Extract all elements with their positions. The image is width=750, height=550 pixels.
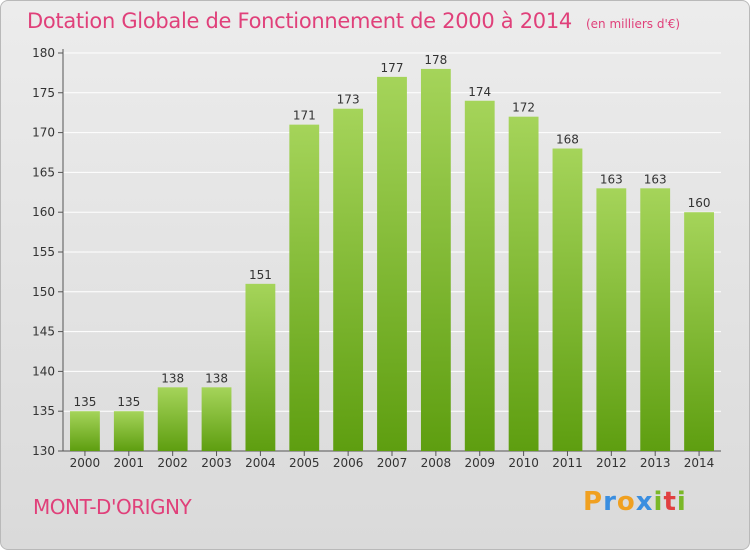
data-label: 163 [644, 172, 667, 186]
data-label: 173 [337, 93, 360, 107]
x-tick-label: 2013 [640, 456, 671, 470]
y-tick-label: 170 [32, 126, 55, 140]
bar-2013 [640, 188, 671, 451]
y-tick-label: 145 [32, 325, 55, 339]
data-label: 171 [293, 109, 316, 123]
bar-2005 [289, 124, 320, 451]
bar-2002 [157, 387, 188, 451]
data-label: 135 [117, 395, 140, 409]
bar-2010 [508, 116, 539, 452]
value-labels: 135 135 138 138 151 171 173 177 178 174 172 168 163 1… [73, 53, 710, 409]
logo-letter: i [653, 487, 664, 517]
y-tick-label: 155 [32, 245, 55, 259]
y-tick-label: 150 [32, 285, 55, 299]
data-label: 172 [512, 101, 535, 115]
bar-2009 [464, 100, 495, 451]
chart-title: Dotation Globale de Fonctionnement de 20… [27, 9, 680, 33]
x-tick-label: 2006 [333, 456, 364, 470]
x-tick-label: 2007 [377, 456, 408, 470]
y-tick-label: 135 [32, 404, 55, 418]
data-label: 151 [249, 268, 272, 282]
bar-2004 [245, 283, 276, 451]
logo-letter: t [663, 487, 677, 517]
x-tick-label: 2000 [70, 456, 101, 470]
data-label: 163 [600, 172, 623, 186]
y-tick-label: 180 [32, 46, 55, 60]
proxiti-logo[interactable]: Proxiti [583, 487, 687, 517]
x-tick-label: 2010 [508, 456, 539, 470]
bar-2012 [596, 188, 627, 451]
bar-2001 [113, 411, 144, 451]
chart-unit: (en milliers d'€) [585, 17, 681, 31]
commune-name: MONT-D'ORIGNY [33, 495, 192, 519]
data-label: 160 [688, 196, 711, 210]
data-label: 177 [381, 61, 404, 75]
data-label: 138 [205, 371, 228, 385]
data-label: 174 [468, 85, 491, 99]
x-tick-label: 2012 [596, 456, 627, 470]
data-label: 178 [424, 53, 447, 67]
data-label: 138 [161, 371, 184, 385]
x-tick-label: 2002 [157, 456, 188, 470]
y-tick-label: 165 [32, 165, 55, 179]
y-tick-label: 140 [32, 364, 55, 378]
logo-letter: i [676, 487, 687, 517]
y-tick-label: 130 [32, 444, 55, 458]
bar-2003 [201, 387, 232, 451]
x-tick-label: 2001 [114, 456, 145, 470]
data-label: 168 [556, 133, 579, 147]
x-tick-label: 2008 [421, 456, 452, 470]
x-tick-label: 2014 [684, 456, 715, 470]
chart-title-text: Dotation Globale de Fonctionnement de 20… [27, 9, 572, 33]
y-tick-label: 175 [32, 86, 55, 100]
bars [70, 68, 714, 452]
bar-2000 [70, 411, 100, 451]
logo-letter: x [635, 487, 654, 517]
x-tick-label: 2011 [552, 456, 583, 470]
bar-2007 [377, 76, 407, 451]
bar-2008 [420, 68, 451, 452]
x-tick-label: 2004 [245, 456, 276, 470]
logo-letter: P [583, 487, 604, 517]
data-label: 135 [73, 395, 96, 409]
bar-2006 [333, 108, 364, 451]
logo-letter: r [603, 487, 617, 517]
bar-2011 [552, 148, 583, 451]
x-tick-label: 2003 [201, 456, 232, 470]
y-tick-label: 160 [32, 205, 55, 219]
logo-letter: o [616, 487, 636, 517]
x-tick-label: 2009 [464, 456, 495, 470]
bar-2014 [684, 212, 714, 451]
x-tick-label: 2005 [289, 456, 320, 470]
